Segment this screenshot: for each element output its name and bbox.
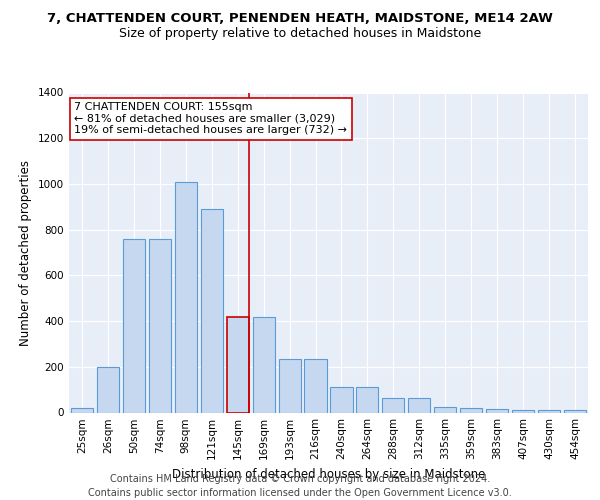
- Bar: [564, 410, 586, 412]
- Bar: [382, 398, 404, 412]
- Bar: [460, 408, 482, 412]
- Bar: [512, 410, 534, 412]
- Bar: [331, 388, 353, 412]
- Bar: [538, 410, 560, 412]
- Bar: [123, 239, 145, 412]
- Bar: [253, 316, 275, 412]
- Bar: [356, 388, 379, 412]
- Text: 7 CHATTENDEN COURT: 155sqm
← 81% of detached houses are smaller (3,029)
19% of s: 7 CHATTENDEN COURT: 155sqm ← 81% of deta…: [74, 102, 347, 136]
- Bar: [408, 398, 430, 412]
- Text: Size of property relative to detached houses in Maidstone: Size of property relative to detached ho…: [119, 28, 481, 40]
- Bar: [71, 408, 93, 412]
- X-axis label: Distribution of detached houses by size in Maidstone: Distribution of detached houses by size …: [172, 468, 485, 481]
- Bar: [304, 359, 326, 412]
- Bar: [227, 316, 249, 412]
- Bar: [200, 209, 223, 412]
- Bar: [97, 367, 119, 412]
- Text: 7, CHATTENDEN COURT, PENENDEN HEATH, MAIDSTONE, ME14 2AW: 7, CHATTENDEN COURT, PENENDEN HEATH, MAI…: [47, 12, 553, 26]
- Text: Contains HM Land Registry data © Crown copyright and database right 2024.
Contai: Contains HM Land Registry data © Crown c…: [88, 474, 512, 498]
- Bar: [486, 409, 508, 412]
- Bar: [434, 407, 457, 412]
- Bar: [278, 359, 301, 412]
- Y-axis label: Number of detached properties: Number of detached properties: [19, 160, 32, 346]
- Bar: [175, 182, 197, 412]
- Bar: [149, 239, 171, 412]
